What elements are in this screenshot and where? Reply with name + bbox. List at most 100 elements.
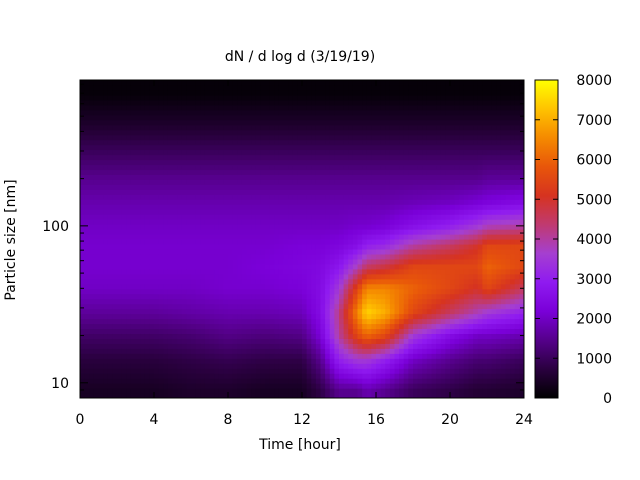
heatmap-cell	[329, 278, 335, 285]
heatmap-cell	[223, 214, 229, 220]
heatmap-cell	[130, 303, 137, 310]
heatmap-cell	[195, 149, 201, 156]
heatmap-cell	[84, 393, 90, 398]
heatmap-cell	[339, 189, 345, 195]
heatmap-cell	[181, 229, 187, 235]
heatmap-cell	[246, 273, 252, 280]
heatmap-cell	[417, 169, 423, 176]
heatmap-cell	[186, 199, 192, 205]
heatmap-cell	[283, 273, 289, 280]
heatmap-cell	[126, 154, 132, 161]
heatmap-cell	[343, 323, 349, 330]
heatmap-cell	[121, 89, 127, 96]
heatmap-cell	[89, 388, 95, 394]
heatmap-cell	[241, 298, 248, 305]
heatmap-cell	[334, 288, 340, 295]
heatmap-cell	[177, 234, 183, 240]
heatmap-cell	[325, 378, 331, 384]
heatmap-cell	[380, 333, 386, 339]
heatmap-cell	[315, 134, 322, 141]
heatmap-cell	[214, 214, 220, 220]
heatmap-cell	[107, 378, 113, 384]
heatmap-cell	[204, 343, 211, 349]
heatmap-cell	[380, 263, 386, 270]
heatmap-cell	[394, 378, 400, 384]
heatmap-cell	[413, 109, 419, 116]
heatmap-cell	[292, 204, 298, 210]
heatmap-cell	[357, 209, 363, 215]
heatmap-cell	[126, 234, 132, 240]
heatmap-cell	[140, 283, 146, 290]
heatmap-cell	[130, 363, 137, 369]
heatmap-cell	[84, 164, 90, 171]
heatmap-cell	[408, 229, 414, 235]
heatmap-cell	[126, 328, 132, 335]
heatmap-cell	[297, 149, 303, 156]
heatmap-cell	[204, 129, 211, 136]
heatmap-cell	[130, 199, 137, 205]
heatmap-cell	[223, 174, 229, 180]
heatmap-cell	[302, 209, 308, 215]
heatmap-cell	[380, 298, 386, 305]
heatmap-cell	[246, 114, 252, 121]
heatmap-cell	[228, 258, 234, 265]
heatmap-cell	[306, 169, 312, 176]
heatmap-cell	[135, 323, 141, 330]
heatmap-cell	[98, 298, 104, 305]
heatmap-cell	[348, 333, 354, 339]
heatmap-cell	[366, 80, 372, 86]
heatmap-cell	[186, 184, 192, 190]
heatmap-cell	[431, 298, 437, 305]
heatmap-cell	[237, 214, 243, 220]
heatmap-cell	[251, 388, 257, 394]
heatmap-cell	[403, 393, 409, 398]
heatmap-cell	[288, 159, 294, 166]
heatmap-cell	[394, 318, 400, 325]
heatmap-cell	[130, 109, 137, 116]
heatmap-cell	[204, 164, 211, 171]
heatmap-cell	[283, 149, 289, 156]
heatmap-cell	[339, 248, 345, 255]
heatmap-cell	[399, 373, 405, 379]
heatmap-cell	[357, 313, 363, 320]
heatmap-cell	[251, 393, 257, 398]
heatmap-cell	[204, 119, 211, 126]
heatmap-cell	[389, 313, 396, 320]
heatmap-cell	[413, 373, 419, 379]
heatmap-cell	[366, 293, 372, 300]
heatmap-cell	[431, 184, 437, 190]
heatmap-cell	[121, 278, 127, 285]
heatmap-cell	[426, 179, 433, 185]
heatmap-cell	[135, 298, 141, 305]
heatmap-cell	[297, 224, 303, 230]
heatmap-cell	[186, 383, 192, 389]
heatmap-cell	[186, 80, 192, 86]
heatmap-cell	[255, 388, 261, 394]
heatmap-cell	[167, 328, 174, 335]
heatmap-cell	[117, 159, 123, 166]
heatmap-cell	[80, 338, 86, 344]
heatmap-cell	[339, 154, 345, 161]
heatmap-cell	[218, 243, 224, 250]
heatmap-cell	[80, 149, 86, 156]
heatmap-cell	[399, 234, 405, 240]
heatmap-cell	[297, 109, 303, 116]
heatmap-cell	[366, 263, 372, 270]
heatmap-cell	[417, 189, 423, 195]
heatmap-cell	[121, 209, 127, 215]
heatmap-cell	[237, 248, 243, 255]
heatmap-cell	[251, 313, 257, 320]
heatmap-cell	[98, 243, 104, 250]
heatmap-cell	[223, 144, 229, 151]
heatmap-cell	[320, 139, 326, 146]
heatmap-cell	[288, 229, 294, 235]
heatmap-cell	[177, 124, 183, 131]
heatmap-cell	[422, 383, 428, 389]
heatmap-cell	[283, 169, 289, 176]
heatmap-cell	[436, 179, 442, 185]
heatmap-cell	[80, 224, 86, 230]
heatmap-cell	[209, 144, 215, 151]
heatmap-cell	[93, 273, 100, 280]
heatmap-cell	[172, 303, 178, 310]
heatmap-cell	[343, 174, 349, 180]
